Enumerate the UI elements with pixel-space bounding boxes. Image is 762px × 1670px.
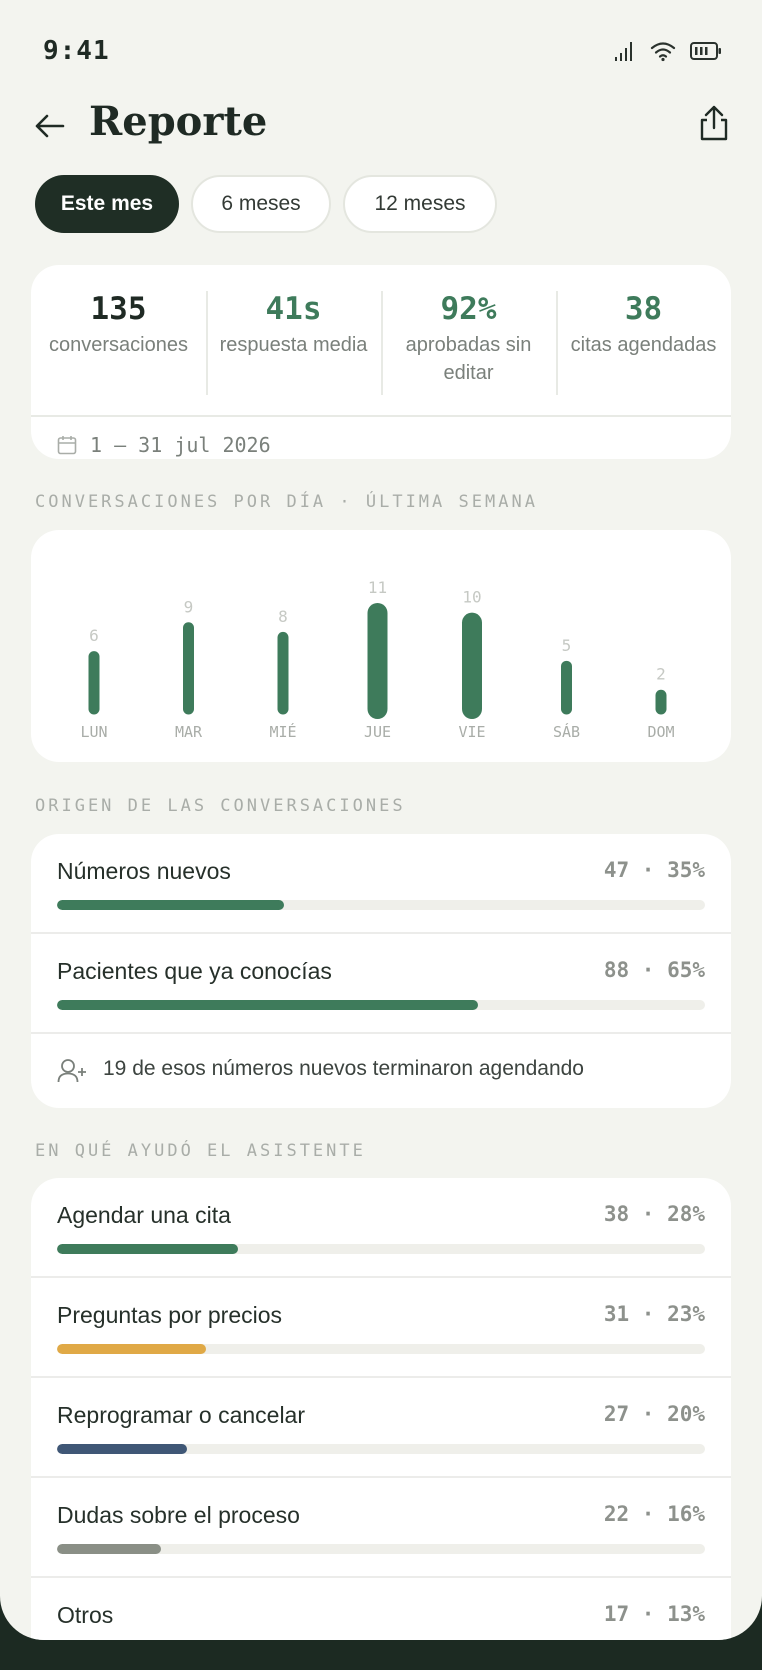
kpi-label: aprobadas sin editar <box>405 334 532 384</box>
bar-value-label: 10 <box>462 588 481 607</box>
category-label: SÁB <box>553 722 580 741</box>
kpi-citas: 38 citas agendadas <box>556 265 731 415</box>
row-label: Reprogramar o cancelar <box>57 1402 306 1428</box>
help-row-precios[interactable]: Preguntas por precios 31 · 23% <box>31 1278 731 1378</box>
progress-fill <box>57 1344 207 1354</box>
help-row-agendar[interactable]: Agendar una cita 38 · 28% <box>31 1178 731 1278</box>
bar-sáb <box>561 660 572 715</box>
kpi-conversaciones: 135 conversaciones <box>31 265 206 415</box>
status-icons <box>614 40 722 62</box>
bar-value-label: 8 <box>278 607 288 626</box>
progress-fill <box>57 1244 239 1254</box>
row-value: 38 · 28% <box>603 1202 705 1226</box>
date-range: 1 – 31 jul 2026 <box>90 433 271 457</box>
help-row-dudas[interactable]: Dudas sobre el proceso 22 · 16% <box>31 1478 731 1578</box>
status-time: 9:41 <box>43 36 110 66</box>
help-card: Agendar una cita 38 · 28% Preguntas por … <box>31 1178 731 1640</box>
kpi-label: citas agendadas <box>570 334 717 356</box>
bar-value-label: 11 <box>368 578 387 597</box>
origin-card: Números nuevos 47 · 35% Pacientes que ya… <box>31 834 731 1108</box>
progress-track <box>57 1444 705 1454</box>
origin-row-conocidos[interactable]: Pacientes que ya conocías 88 · 65% <box>31 934 731 1034</box>
period-tabs: Este mes 6 meses 12 meses <box>35 175 497 233</box>
row-value: 47 · 35% <box>603 858 705 882</box>
help-row-otros[interactable]: Otros 17 · 13% <box>31 1578 731 1640</box>
tab-este-mes[interactable]: Este mes <box>35 175 179 233</box>
help-row-reprogramar[interactable]: Reprogramar o cancelar 27 · 20% <box>31 1378 731 1478</box>
kpi-row: 135 conversaciones 41s respuesta media 9… <box>31 265 731 415</box>
row-value: 88 · 65% <box>603 958 705 982</box>
row-value: 31 · 23% <box>603 1302 705 1326</box>
bar-value-label: 6 <box>89 626 99 645</box>
kpi-card: 135 conversaciones 41s respuesta media 9… <box>31 265 731 459</box>
bar-dom <box>655 689 667 715</box>
progress-track <box>57 1544 705 1554</box>
bar-vie <box>462 612 482 719</box>
progress-track <box>57 1244 705 1254</box>
page-title: Reporte <box>89 98 268 145</box>
category-label: VIE <box>458 723 485 741</box>
tab-12-meses[interactable]: 12 meses <box>343 175 497 233</box>
progress-track <box>57 900 705 910</box>
progress-fill <box>57 1444 187 1454</box>
bar-lun <box>88 651 100 715</box>
status-bar: 9:41 <box>0 0 762 100</box>
row-value: 22 · 16% <box>603 1502 705 1526</box>
user-plus-icon <box>57 1059 86 1083</box>
kpi-value: 38 <box>624 291 663 327</box>
bar-value-label: 9 <box>184 597 194 616</box>
kpi-value: 92% <box>440 291 497 327</box>
row-value: 27 · 20% <box>603 1402 705 1426</box>
row-label: Dudas sobre el proceso <box>57 1502 300 1528</box>
app-header: Reporte <box>0 96 762 156</box>
kpi-aprobadas: 92% aprobadas sin editar <box>381 265 556 415</box>
row-label: Números nuevos <box>57 858 231 884</box>
progress-fill <box>57 1544 161 1554</box>
battery-icon <box>690 42 721 60</box>
category-label: DOM <box>647 723 674 741</box>
origin-note: 19 de esos números nuevos terminaron age… <box>31 1034 731 1108</box>
section-title-daily: CONVERSACIONES POR DÍA · ÚLTIMA SEMANA <box>35 492 538 512</box>
progress-track <box>57 1000 705 1010</box>
arrow-left-icon[interactable] <box>32 108 68 144</box>
signal-icon <box>615 42 632 61</box>
row-label: Preguntas por precios <box>57 1302 283 1328</box>
progress-track <box>57 1344 705 1354</box>
daily-chart-card: 6 LUN 9 MAR 8 MIÉ 11 JUE 10 VIE 5 SÁB 2 DOM <box>31 530 731 762</box>
kpi-value: 41s <box>265 291 322 327</box>
daily-bar-chart: 6 LUN 9 MAR 8 MIÉ 11 JUE 10 VIE 5 SÁB 2 DOM <box>80 578 674 741</box>
row-label: Pacientes que ya conocías <box>57 958 332 984</box>
wifi-icon <box>650 42 676 62</box>
date-range-row[interactable]: 1 – 31 jul 2026 <box>31 415 731 457</box>
calendar-icon <box>57 436 77 455</box>
kpi-label: conversaciones <box>49 334 188 356</box>
category-label: MIÉ <box>269 722 296 741</box>
section-title-help: EN QUÉ AYUDÓ EL ASISTENTE <box>35 1141 366 1161</box>
bar-mié <box>277 631 289 715</box>
category-label: JUE <box>364 723 391 741</box>
origin-row-nuevos[interactable]: Números nuevos 47 · 35% <box>31 834 731 934</box>
bar-mar <box>183 622 194 715</box>
progress-fill <box>57 900 284 910</box>
kpi-label: respuesta media <box>219 334 368 356</box>
row-label: Agendar una cita <box>57 1202 231 1228</box>
category-label: LUN <box>80 723 107 741</box>
section-title-origin: ORIGEN DE LAS CONVERSACIONES <box>35 796 406 816</box>
bar-value-label: 5 <box>562 636 572 655</box>
tab-6-meses[interactable]: 6 meses <box>191 175 331 233</box>
bar-jue <box>367 603 388 719</box>
progress-fill <box>57 1000 479 1010</box>
row-value: 17 · 13% <box>603 1602 705 1626</box>
note-text: 19 de esos números nuevos terminaron age… <box>103 1057 584 1080</box>
bar-value-label: 2 <box>656 665 666 684</box>
kpi-respuesta-media: 41s respuesta media <box>206 265 381 415</box>
category-label: MAR <box>175 723 203 741</box>
share-icon[interactable] <box>698 104 730 142</box>
row-label: Otros <box>57 1602 114 1628</box>
kpi-value: 135 <box>90 291 147 327</box>
